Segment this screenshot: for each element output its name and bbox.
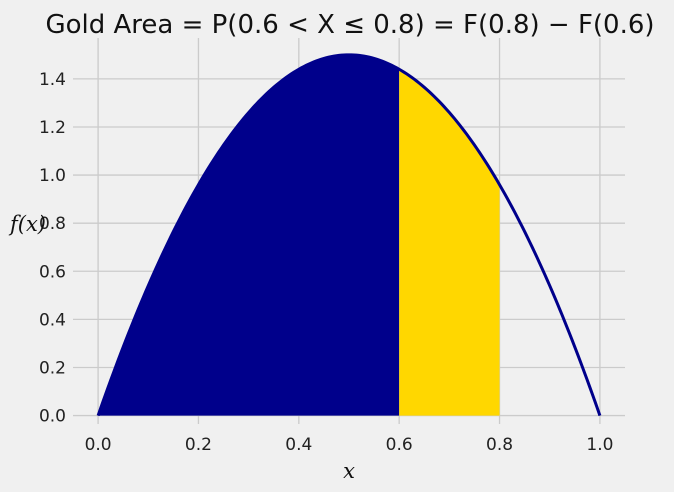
x-tick-label: 0.2 xyxy=(185,435,212,455)
y-tick-label: 0.8 xyxy=(39,214,66,234)
x-tick-labels: 0.0 0.2 0.4 0.6 0.8 1.0 xyxy=(85,435,614,455)
y-tick-label: 1.2 xyxy=(39,118,66,138)
density-curve-group xyxy=(96,53,602,417)
y-tick-label: 0.2 xyxy=(39,358,66,378)
chart-title: Gold Area = P(0.6 < X ≤ 0.8) = F(0.8) − … xyxy=(45,10,654,40)
x-axis-label: x xyxy=(343,459,355,483)
x-tick-label: 0.4 xyxy=(285,435,312,455)
shaded-regions xyxy=(98,54,500,416)
shaded-region-gold xyxy=(399,69,500,416)
x-tick-label: 0.6 xyxy=(386,435,413,455)
shaded-region-blue xyxy=(98,54,400,416)
density-curve xyxy=(96,53,602,417)
y-tick-label: 0.6 xyxy=(39,262,66,282)
y-tick-label: 0.4 xyxy=(39,310,66,330)
y-tick-labels: 0.0 0.2 0.4 0.6 0.8 1.0 1.2 1.4 xyxy=(39,70,66,427)
y-tick-label: 0.0 xyxy=(39,407,66,427)
y-tick-label: 1.0 xyxy=(39,166,66,186)
y-axis-label: f(x) xyxy=(8,212,46,236)
y-tick-label: 1.4 xyxy=(39,70,66,90)
x-tick-label: 1.0 xyxy=(586,435,613,455)
x-tick-label: 0.0 xyxy=(85,435,112,455)
x-tick-label: 0.8 xyxy=(486,435,513,455)
